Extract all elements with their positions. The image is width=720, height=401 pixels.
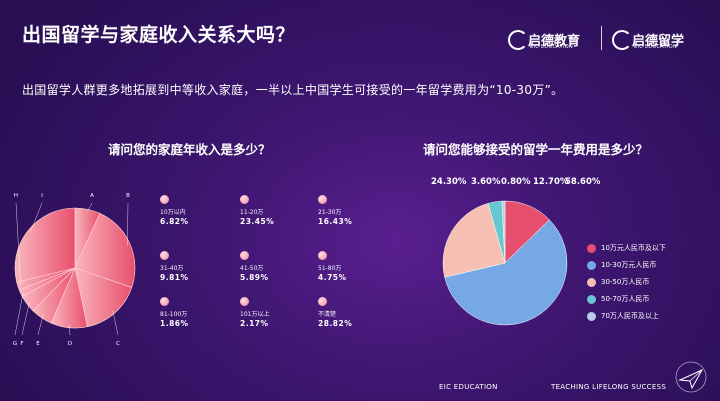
income-bracket-item: 81-100万 1.86% — [160, 297, 220, 328]
income-bracket-label: 11-20万 — [240, 209, 264, 216]
income-pie-slice — [14, 207, 76, 283]
income-bracket-item: 21-30万 16.43% — [318, 195, 378, 226]
bullet-dot-icon — [160, 251, 169, 260]
income-bracket-value: 16.43% — [318, 217, 353, 226]
income-bracket-label: 51-80万 — [318, 265, 342, 272]
slice-letter-label: A — [90, 193, 94, 199]
income-pie-chart: A B C D E FG H I — [13, 193, 136, 347]
footer-right: TEACHING LIFELONG SUCCESS — [551, 383, 667, 391]
legend-swatch — [587, 278, 596, 287]
income-bracket-value: 9.81% — [160, 273, 189, 282]
slice-leader-line — [29, 202, 43, 233]
bullet-dot-icon — [240, 195, 249, 204]
page-title: 出国留学与家庭收入关系大吗？ — [22, 24, 296, 46]
income-bracket-value: 28.82% — [318, 319, 353, 328]
legend-label: 10-30万元人民币 — [601, 261, 657, 269]
bullet-dot-icon — [240, 251, 249, 260]
slice-letter-label: I — [41, 193, 43, 199]
chart2-title: 请问您能够接受的留学一年费用是多少？ — [423, 142, 649, 157]
legend-swatch — [587, 295, 596, 304]
fee-percent-label: 12.70% — [533, 177, 569, 187]
legend-swatch — [587, 244, 596, 253]
footer-left: EIC EDUCATION — [439, 383, 498, 391]
eic-logo-icon — [612, 30, 632, 50]
slice-leader-line — [69, 324, 71, 336]
income-bracket-label: 101万以上 — [240, 311, 270, 318]
bullet-dot-icon — [318, 251, 327, 260]
income-bracket-label: 31-40万 — [160, 265, 184, 272]
logo-name: 启德留学 — [632, 34, 685, 49]
bullet-dot-icon — [160, 195, 169, 204]
logo-subtitle: EIC EDUCATION — [530, 44, 574, 50]
slice-letter-label: F — [20, 341, 23, 347]
income-bracket-item: 51-80万 4.75% — [318, 251, 378, 282]
income-bracket-item: 不清楚 28.82% — [318, 297, 378, 328]
income-bracket-label: 21-30万 — [318, 209, 342, 216]
fee-pie-slice — [501, 200, 506, 264]
income-bracket-item: 10万以内 6.82% — [160, 195, 220, 226]
slice-leader-line — [37, 315, 44, 336]
income-bracket-label: 10万以内 — [160, 209, 186, 216]
fee-percent-label: 3.60% — [471, 177, 501, 187]
eic-logo-icon — [508, 30, 528, 50]
income-bracket-value: 5.89% — [240, 273, 269, 282]
fee-pie-slice — [442, 203, 506, 278]
logo-subtitle: EIC EDUCATION — [634, 44, 678, 50]
income-bracket-value: 1.86% — [160, 319, 189, 328]
logo-name: 启德教育 — [528, 34, 581, 49]
fee-pie-chart — [442, 200, 568, 326]
bullet-dot-icon — [318, 195, 327, 204]
fee-percent-label: 24.30% — [431, 177, 467, 187]
bullet-dot-icon — [318, 297, 327, 306]
subtitle: 出国留学人群更多地拓展到中等收入家庭，一半以上中国学生可接受的一年留学费用为“1… — [22, 83, 564, 97]
legend-label: 70万人民币及以上 — [601, 312, 659, 320]
income-bracket-item: 101万以上 2.17% — [240, 297, 300, 328]
fee-percent-label: 0.80% — [501, 177, 531, 187]
slice-letter-label: E — [36, 341, 40, 347]
legend-swatch — [587, 312, 596, 321]
income-bracket-item: 11-20万 23.45% — [240, 195, 300, 226]
income-bracket-value: 23.45% — [240, 217, 275, 226]
slice-leader-line — [86, 202, 93, 213]
slice-letter-label: H — [14, 193, 18, 199]
bullet-dot-icon — [160, 297, 169, 306]
income-bracket-value: 2.17% — [240, 319, 269, 328]
bullet-dot-icon — [240, 297, 249, 306]
slice-letter-label: G — [13, 341, 17, 347]
slice-letter-label: B — [126, 193, 130, 199]
legend-label: 30-50万人民币 — [601, 278, 650, 286]
slice-leader-line — [21, 302, 30, 336]
income-bracket-value: 6.82% — [160, 217, 189, 226]
legend-label: 10万元人民币及以下 — [601, 244, 666, 252]
slice-leader-line — [127, 202, 129, 246]
slice-letter-label: D — [68, 341, 72, 347]
income-bracket-label: 不清楚 — [318, 311, 337, 318]
income-pie-slice — [74, 267, 133, 328]
legend-label: 50-70万人民币 — [601, 295, 650, 303]
fee-pie-slice — [444, 219, 568, 326]
slice-letter-label: C — [116, 341, 120, 347]
slice-leader-line — [14, 291, 24, 336]
income-bracket-item: 31-40万 9.81% — [160, 251, 220, 282]
fee-percent-label: 58.60% — [565, 177, 601, 187]
chart1-title: 请问您的家庭年收入是多少？ — [108, 142, 271, 157]
legend-swatch — [587, 261, 596, 270]
logo-divider — [601, 26, 602, 50]
income-bracket-item: 41-50万 5.89% — [240, 251, 300, 282]
income-bracket-label: 81-100万 — [160, 311, 188, 318]
slice-leader-line — [15, 202, 21, 286]
income-bracket-value: 4.75% — [318, 273, 347, 282]
paper-plane-icon — [675, 361, 707, 393]
slice-leader-line — [112, 310, 119, 336]
income-bracket-label: 41-50万 — [240, 265, 264, 272]
income-pie-slice — [74, 213, 136, 288]
